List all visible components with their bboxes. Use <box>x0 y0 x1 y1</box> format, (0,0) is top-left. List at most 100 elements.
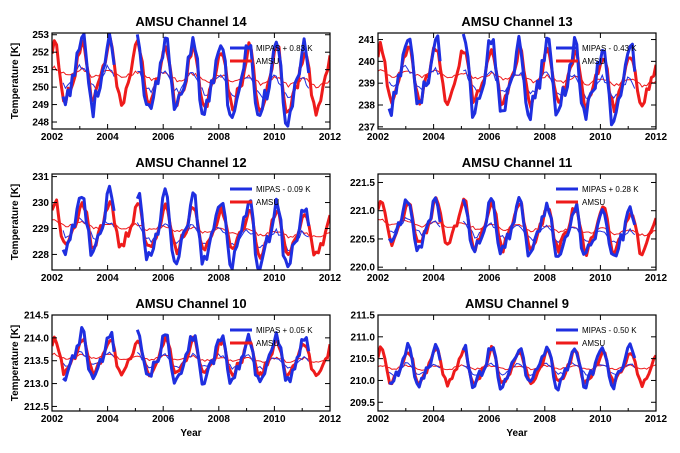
amsu-fit-line <box>378 69 656 88</box>
x-tick-label: 2010 <box>589 273 612 284</box>
y-tick-label: 211.5 <box>351 311 376 322</box>
x-tick-label: 2004 <box>96 273 119 284</box>
x-tick-label: 2006 <box>152 273 175 284</box>
amsu-fit-line <box>378 218 656 237</box>
legend: MIPAS + 0.28 K AMSU <box>556 185 639 207</box>
legend-label-amsu: AMSU <box>582 198 605 207</box>
y-tick-label: 241 <box>358 35 375 46</box>
panel-title: AMSU Channel 12 <box>135 155 246 170</box>
x-tick-label: 2002 <box>367 132 390 143</box>
mipas-line <box>461 196 637 258</box>
x-tick-label: 2012 <box>319 132 342 143</box>
mipas-line <box>388 341 442 389</box>
y-tick-label: 214.0 <box>24 333 49 344</box>
x-tick-label: 2006 <box>478 414 501 425</box>
y-tick-label: 231 <box>32 172 49 183</box>
y-tick-label: 213.5 <box>24 356 49 367</box>
legend: MIPAS + 0.83 K AMSU <box>230 44 313 66</box>
y-tick-label: 209.5 <box>350 398 375 409</box>
x-axis-label: Year <box>506 428 527 439</box>
x-tick-label: 2002 <box>41 132 64 143</box>
x-tick-label: 2004 <box>422 414 445 425</box>
legend-label-amsu: AMSU <box>582 339 605 348</box>
legend-label-amsu: AMSU <box>256 198 279 207</box>
mipas-line <box>461 342 637 392</box>
amsu-fit-line <box>52 219 330 239</box>
x-tick-label: 2006 <box>478 273 501 284</box>
panel-6: AMSU Channel 9 2002 2004 2006 2008 2010 2012 20… <box>350 296 668 439</box>
mipas-line <box>387 196 442 253</box>
legend-label-mipas: MIPAS + 0.83 K <box>256 44 313 53</box>
panel-1: AMSU Channel 14 2002 2004 2006 2008 2010 2012 2… <box>10 14 342 143</box>
panel-3: AMSU Channel 12 2002 2004 2006 2008 2010 2012 2… <box>10 155 342 284</box>
x-tick-label: 2004 <box>96 132 119 143</box>
x-tick-label: 2008 <box>208 132 231 143</box>
y-tick-label: 213.0 <box>24 379 49 390</box>
y-tick-label: 229 <box>32 224 49 235</box>
legend-label-mipas: MIPAS - 0.09 K <box>256 185 311 194</box>
legend-label-mipas: MIPAS + 0.05 K <box>256 326 313 335</box>
y-tick-label: 214.5 <box>24 311 49 322</box>
mipas-fit-line <box>137 70 310 99</box>
x-tick-label: 2008 <box>534 414 557 425</box>
y-tick-label: 238 <box>358 101 375 112</box>
x-tick-label: 2010 <box>263 132 286 143</box>
legend-label-mipas: MIPAS - 0.43 K <box>582 44 637 53</box>
x-tick-label: 2012 <box>319 273 342 284</box>
y-tick-label: 221.0 <box>350 206 375 217</box>
amsu-fit-line <box>378 364 656 371</box>
legend: MIPAS - 0.09 K AMSU <box>230 185 311 207</box>
series-group <box>378 341 656 392</box>
x-tick-label: 2002 <box>367 414 390 425</box>
panel-title: AMSU Channel 13 <box>461 14 572 29</box>
legend-label-amsu: AMSU <box>256 57 279 66</box>
panel-title: AMSU Channel 10 <box>135 296 246 311</box>
y-axis-label: Temperature [K] <box>10 325 21 402</box>
x-tick-label: 2010 <box>589 132 612 143</box>
y-tick-label: 210.0 <box>350 376 375 387</box>
x-tick-label: 2004 <box>422 132 445 143</box>
mipas-line <box>387 34 442 117</box>
y-tick-label: 251 <box>32 65 49 76</box>
mipas-fit-line <box>463 69 636 100</box>
mipas-line <box>62 326 116 382</box>
amsu-fit-line <box>52 352 330 363</box>
mipas-fit-line <box>136 352 310 370</box>
x-tick-label: 2006 <box>152 414 175 425</box>
panel-title: AMSU Channel 14 <box>135 14 247 29</box>
x-tick-label: 2012 <box>645 132 668 143</box>
y-tick-label: 221.5 <box>350 178 375 189</box>
y-tick-label: 250 <box>32 83 49 94</box>
series-group <box>378 196 656 258</box>
panel-4: AMSU Channel 11 2002 2004 2006 2008 2010 2012 2… <box>350 155 668 284</box>
panel-title: AMSU Channel 9 <box>465 296 569 311</box>
x-tick-label: 2002 <box>41 414 64 425</box>
y-tick-label: 211.0 <box>351 332 376 343</box>
legend: MIPAS - 0.43 K AMSU <box>556 44 637 66</box>
y-tick-label: 252 <box>32 48 49 59</box>
x-tick-label: 2006 <box>152 132 175 143</box>
x-tick-label: 2008 <box>534 273 557 284</box>
y-tick-label: 237 <box>358 122 375 133</box>
panel-5: AMSU Channel 10 2002 2004 2006 2008 2010 2012 2… <box>10 296 342 439</box>
y-tick-label: 249 <box>32 100 49 111</box>
y-tick-label: 253 <box>32 30 49 41</box>
x-tick-label: 2006 <box>478 132 501 143</box>
mipas-line <box>135 187 311 270</box>
series-group <box>378 33 656 127</box>
y-tick-label: 220.0 <box>350 263 375 274</box>
legend-label-mipas: MIPAS - 0.50 K <box>582 326 637 335</box>
mipas-fit-line <box>463 362 636 376</box>
series-group <box>52 326 330 386</box>
y-tick-label: 212.5 <box>24 402 49 413</box>
y-tick-label: 210.5 <box>350 354 375 365</box>
mipas-line <box>61 33 116 119</box>
y-axis-label: Temperature [K] <box>10 184 21 261</box>
legend-label-amsu: AMSU <box>256 339 279 348</box>
mipas-line <box>461 33 637 127</box>
mipas-fit-line <box>462 220 636 244</box>
x-tick-label: 2002 <box>41 273 64 284</box>
legend: MIPAS + 0.05 K AMSU <box>230 326 313 348</box>
y-tick-label: 248 <box>32 118 49 129</box>
